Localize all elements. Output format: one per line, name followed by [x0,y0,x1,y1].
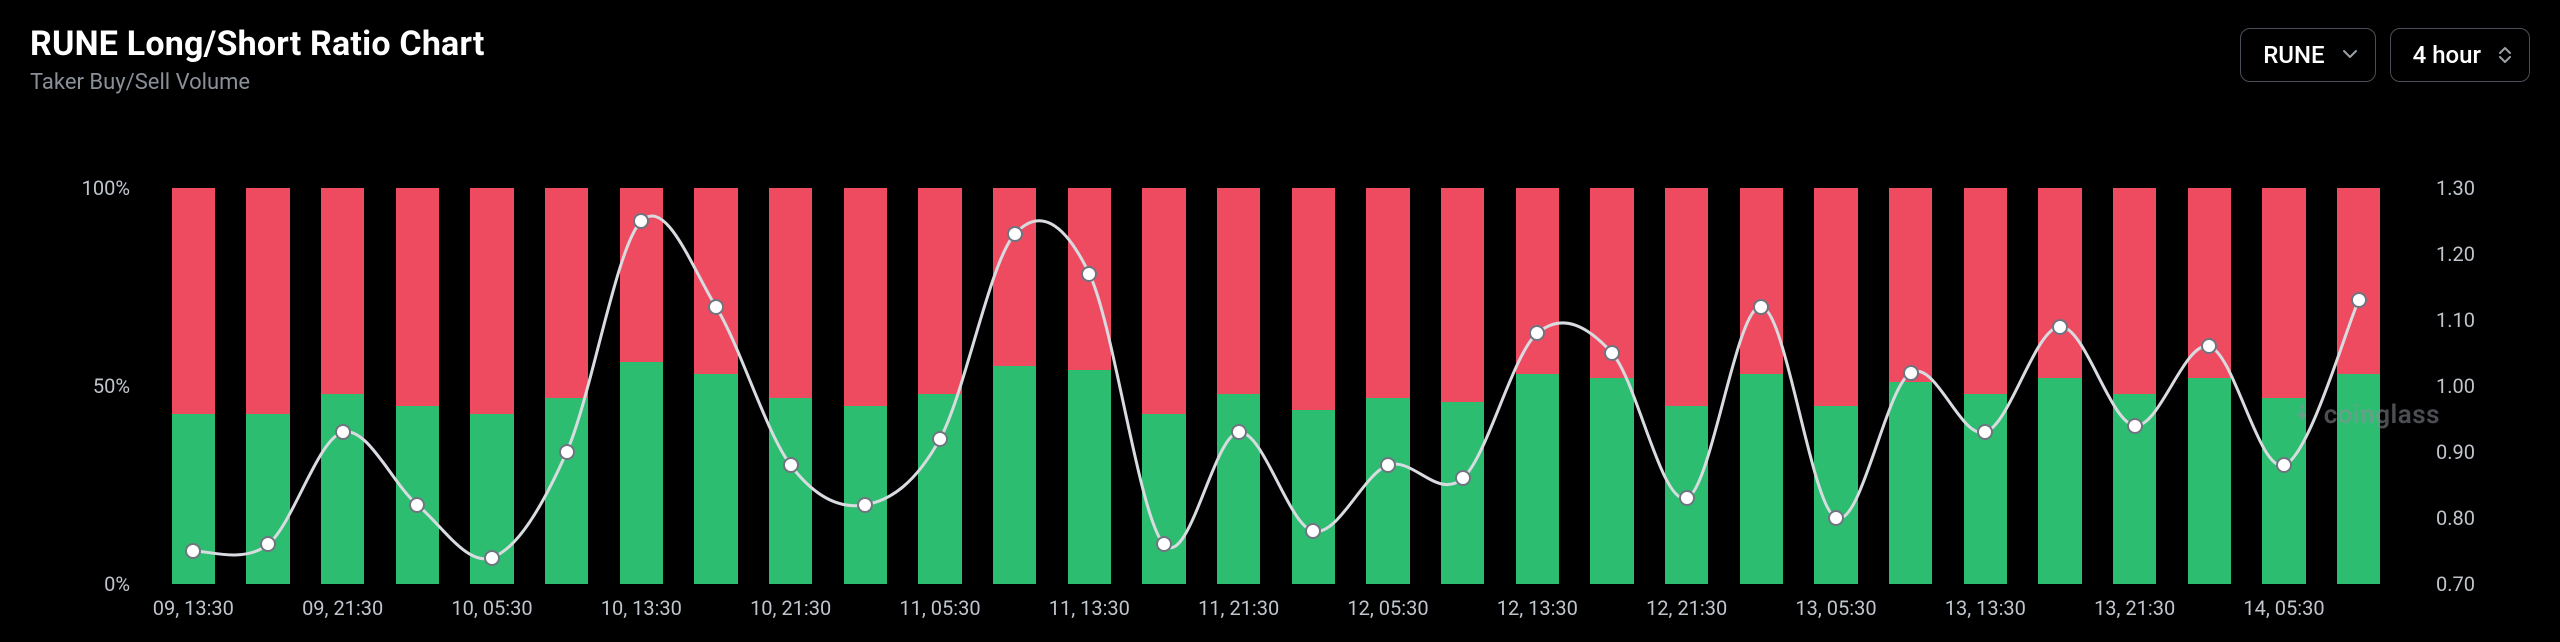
ratio-marker [185,543,201,559]
page-subtitle: Taker Buy/Sell Volume [30,70,485,95]
ratio-marker [1455,470,1471,486]
ratio-marker [1380,457,1396,473]
ratio-marker [1903,365,1919,381]
symbol-selector[interactable]: RUNE [2240,28,2375,82]
ratio-marker [633,213,649,229]
watermark-text: coinglass [2324,400,2440,430]
ratio-marker [1977,424,1993,440]
x-tick: 11, 05:30 [899,596,980,620]
controls: RUNE 4 hour [2240,28,2530,82]
points-layer [156,188,2396,584]
x-tick: 11, 13:30 [1049,596,1130,620]
x-tick: 12, 05:30 [1347,596,1428,620]
ratio-marker [1305,523,1321,539]
ratio-marker [1231,424,1247,440]
ratio-marker [1604,345,1620,361]
ratio-marker [857,497,873,513]
ratio-marker [708,299,724,315]
x-tick: 13, 13:30 [1945,596,2026,620]
symbol-selector-value: RUNE [2263,41,2324,69]
ratio-marker [1679,490,1695,506]
stepper-icon [2499,46,2511,64]
ratio-marker [1828,510,1844,526]
watermark: coinglass [2288,400,2440,430]
header: RUNE Long/Short Ratio Chart Taker Buy/Se… [30,24,2530,95]
plot-area [156,188,2396,584]
chart-zone [100,188,2452,584]
x-tick: 10, 21:30 [750,596,831,620]
x-tick: 12, 21:30 [1646,596,1727,620]
ratio-marker [1753,299,1769,315]
ratio-marker [2276,457,2292,473]
chart-container: RUNE Long/Short Ratio Chart Taker Buy/Se… [0,0,2560,642]
ratio-marker [2351,292,2367,308]
ratio-marker [783,457,799,473]
x-tick: 11, 21:30 [1198,596,1279,620]
ratio-marker [1156,536,1172,552]
x-tick: 10, 05:30 [451,596,532,620]
ratio-marker [559,444,575,460]
ratio-marker [1007,226,1023,242]
interval-selector-value: 4 hour [2413,41,2481,69]
ratio-marker [1529,325,1545,341]
x-tick: 09, 21:30 [302,596,383,620]
ratio-marker [409,497,425,513]
caret-down-icon [2343,47,2357,63]
ratio-marker [2201,338,2217,354]
ratio-marker [335,424,351,440]
title-block: RUNE Long/Short Ratio Chart Taker Buy/Se… [30,24,485,95]
ratio-marker [2052,319,2068,335]
watermark-icon [2288,401,2316,429]
x-tick: 12, 13:30 [1497,596,1578,620]
ratio-marker [260,536,276,552]
x-tick: 09, 13:30 [153,596,234,620]
ratio-marker [2127,418,2143,434]
ratio-marker [932,431,948,447]
ratio-marker [1081,266,1097,282]
ratio-marker [484,550,500,566]
x-tick: 13, 21:30 [2094,596,2175,620]
x-axis: 09, 13:30 09, 21:30 10, 05:30 10, 13:30 10, … [156,592,2396,622]
x-tick: 10, 13:30 [601,596,682,620]
x-tick: 14, 05:30 [2243,596,2324,620]
interval-selector[interactable]: 4 hour [2390,28,2530,82]
page-title: RUNE Long/Short Ratio Chart [30,24,485,64]
x-tick: 13, 05:30 [1795,596,1876,620]
